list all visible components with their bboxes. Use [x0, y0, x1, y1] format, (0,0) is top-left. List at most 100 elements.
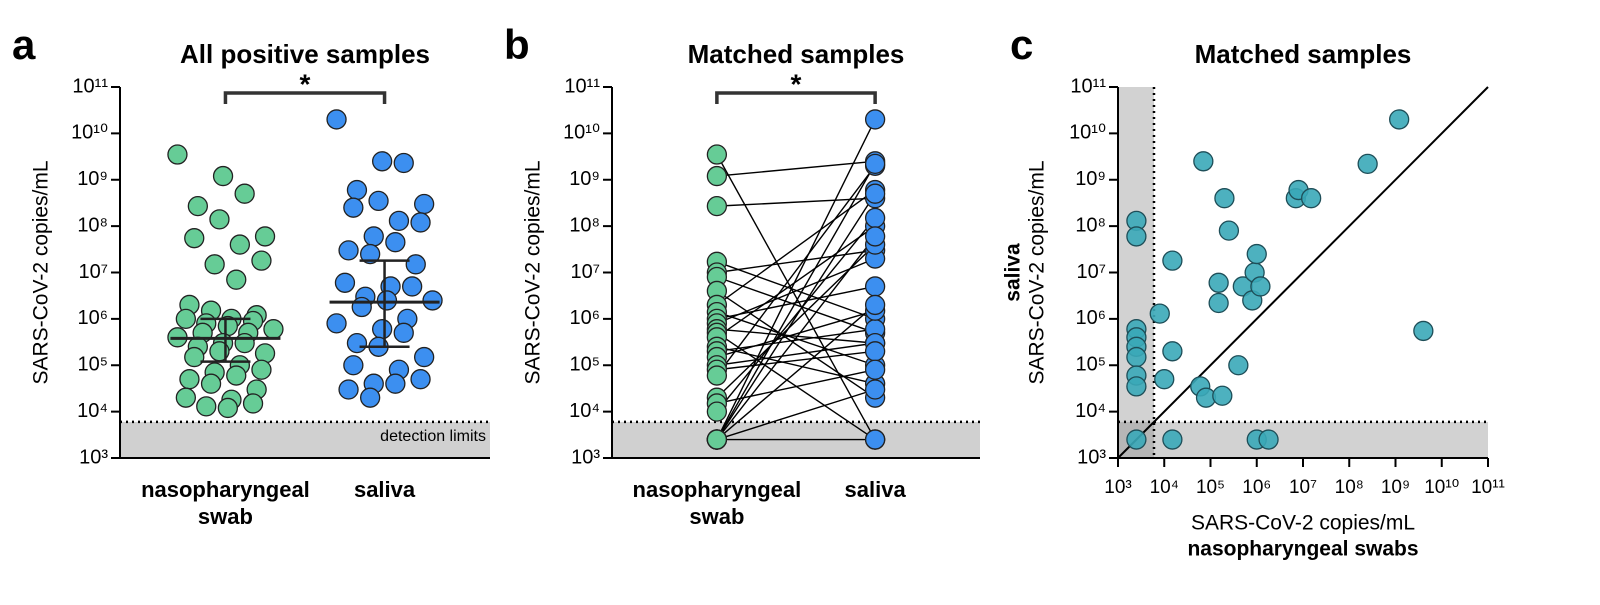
- data-point: [1208, 292, 1229, 314]
- data-point: [393, 322, 414, 343]
- significance-star: *: [300, 68, 311, 99]
- data-point: [371, 151, 393, 172]
- y-tick-label: 10¹¹: [1070, 75, 1106, 97]
- detection-band: [1118, 87, 1154, 458]
- data-point: [864, 359, 886, 380]
- data-point: [864, 183, 886, 204]
- data-point: [1162, 429, 1183, 450]
- data-point: [212, 165, 234, 187]
- pair-line: [716, 342, 876, 366]
- y-tick-label: 10⁷: [79, 261, 108, 283]
- data-point: [184, 228, 205, 249]
- y-tick-label: 10³: [1077, 446, 1106, 468]
- data-point: [1250, 276, 1271, 297]
- pair-line: [716, 197, 876, 207]
- y-tick-label: 10⁹: [77, 168, 108, 190]
- y-tick-label: 10⁹: [569, 168, 600, 190]
- data-point: [263, 319, 284, 340]
- pair-line: [716, 388, 876, 441]
- y-tick-label: 10¹⁰: [1069, 122, 1106, 144]
- data-point: [167, 144, 188, 165]
- data-point: [254, 226, 276, 247]
- x-category-label: nasopharyngeal swab: [141, 477, 310, 529]
- chart-title: Matched samples: [688, 39, 905, 69]
- data-point: [864, 153, 886, 175]
- panel-letter: a: [12, 21, 36, 68]
- pair-line: [716, 328, 876, 352]
- data-point: [196, 396, 217, 417]
- y-tick-label: 10¹⁰: [563, 122, 600, 144]
- data-point: [413, 346, 435, 368]
- data-point: [234, 332, 255, 354]
- data-point: [422, 290, 443, 311]
- pair-line: [716, 193, 876, 440]
- data-point: [706, 165, 728, 187]
- data-point: [864, 276, 886, 297]
- y-tick-label: 10⁹: [1075, 168, 1106, 190]
- y-tick-label: 10⁸: [77, 214, 108, 236]
- data-point: [363, 226, 384, 247]
- y-tick-label: 10¹¹: [564, 75, 600, 97]
- data-point: [1193, 151, 1214, 172]
- data-point: [1126, 226, 1147, 247]
- data-point: [1246, 243, 1267, 265]
- y-axis-label: saliva: [1002, 243, 1025, 302]
- panel-letter: b: [504, 21, 530, 68]
- y-tick-label: 10⁶: [1076, 307, 1106, 329]
- significance-star: *: [791, 68, 802, 99]
- data-point: [346, 179, 368, 201]
- data-point: [204, 254, 225, 275]
- y-tick-label: 10⁷: [571, 261, 600, 283]
- x-axis-label: SARS-CoV-2 copies/mL: [1191, 512, 1415, 535]
- data-point: [410, 369, 431, 390]
- data-point: [1208, 272, 1229, 293]
- data-point: [864, 109, 886, 130]
- data-point: [200, 373, 222, 394]
- data-point: [376, 290, 398, 311]
- data-point: [343, 197, 364, 218]
- significance-bracket: [223, 91, 387, 104]
- identity-line: [1117, 86, 1489, 459]
- x-tick-label: 10⁶: [1242, 477, 1271, 498]
- panel-letter: c: [1010, 21, 1033, 68]
- pair-line: [716, 154, 876, 440]
- pair-line: [716, 119, 876, 440]
- data-point: [1218, 220, 1240, 241]
- pair-line: [716, 310, 876, 358]
- significance-bracket: [715, 91, 877, 104]
- data-point: [346, 332, 368, 354]
- data-point: [1258, 429, 1279, 450]
- y-axis-label: SARS-CoV-2 copies/mL: [1026, 160, 1049, 384]
- data-point: [217, 397, 239, 419]
- x-category-label: saliva: [844, 477, 906, 502]
- data-point: [1389, 109, 1410, 130]
- x-tick-label: 10⁹: [1381, 477, 1410, 498]
- data-point: [405, 254, 426, 275]
- data-point: [251, 250, 272, 271]
- y-tick-label: 10⁴: [1075, 400, 1106, 422]
- pair-line: [716, 235, 876, 440]
- data-point: [1126, 376, 1147, 397]
- pair-line: [716, 217, 876, 413]
- y-tick-label: 10¹⁰: [71, 122, 108, 144]
- data-point: [226, 365, 247, 386]
- y-tick-label: 10⁴: [77, 400, 108, 422]
- data-point: [1126, 429, 1147, 450]
- data-point: [351, 296, 372, 318]
- y-tick-label: 10⁸: [569, 214, 600, 236]
- x-tick-label: 10¹¹: [1471, 477, 1505, 498]
- data-point: [864, 429, 886, 450]
- data-point: [385, 373, 406, 394]
- data-point: [251, 359, 272, 380]
- data-point: [864, 226, 886, 247]
- pair-line: [716, 350, 876, 371]
- y-tick-label: 10⁴: [569, 400, 600, 422]
- pair-line: [716, 165, 876, 376]
- pair-line: [716, 163, 876, 440]
- y-tick-label: 10⁶: [78, 307, 108, 329]
- y-tick-label: 10⁶: [570, 307, 600, 329]
- data-point: [706, 429, 728, 450]
- data-point: [864, 294, 886, 316]
- x-axis-label: nasopharyngeal swabs: [1187, 538, 1418, 561]
